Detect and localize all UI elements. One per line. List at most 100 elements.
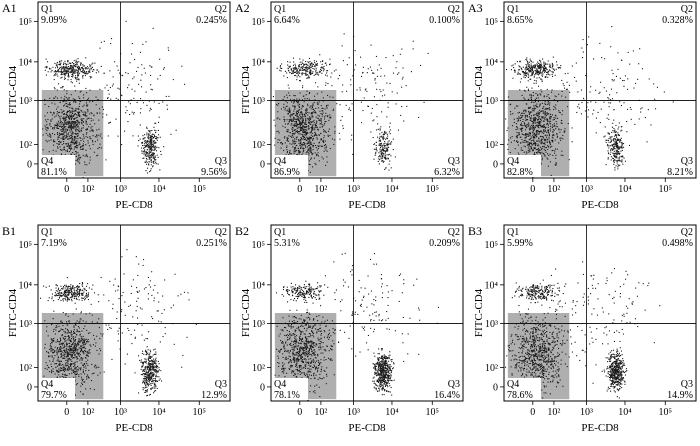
event-dot-scatter bbox=[655, 108, 657, 110]
event-dot-q4 bbox=[71, 348, 73, 350]
event-dot-q1 bbox=[519, 60, 521, 62]
event-dot-q4 bbox=[74, 121, 76, 123]
event-dot-q4 bbox=[73, 357, 75, 359]
event-dot-q4 bbox=[67, 359, 69, 361]
event-dot-q1 bbox=[539, 60, 541, 62]
event-dot-q4 bbox=[529, 148, 531, 150]
event-dot-scatter bbox=[167, 47, 169, 49]
event-dot-q4 bbox=[300, 147, 302, 149]
event-dot-q3 bbox=[382, 161, 384, 163]
event-dot-q4 bbox=[75, 137, 77, 139]
event-dot-q4 bbox=[72, 342, 74, 344]
event-dot-q4 bbox=[82, 393, 84, 395]
event-dot-q4 bbox=[76, 356, 78, 358]
event-dot-q4 bbox=[69, 332, 71, 334]
event-dot-q4 bbox=[61, 144, 63, 146]
event-dot-q3 bbox=[380, 152, 382, 154]
event-dot-q1 bbox=[513, 67, 515, 69]
event-dot-q4 bbox=[533, 110, 535, 112]
event-dot-q4 bbox=[77, 352, 79, 354]
event-dot-q1 bbox=[71, 71, 73, 73]
event-dot-q1 bbox=[61, 71, 63, 73]
event-dot-q4 bbox=[529, 119, 531, 121]
event-dot-q4 bbox=[63, 149, 65, 151]
event-dot-q4 bbox=[316, 120, 318, 122]
event-dot-q3 bbox=[385, 145, 387, 147]
event-dot-q4 bbox=[309, 118, 311, 120]
event-dot-q4 bbox=[298, 112, 300, 114]
event-dot-q4 bbox=[60, 320, 62, 322]
y-tick-label: 0 bbox=[260, 159, 265, 170]
event-dot-q4 bbox=[66, 128, 68, 130]
quadrant-percent-q2: 0.100% bbox=[429, 15, 460, 26]
event-dot-q4 bbox=[521, 139, 523, 141]
event-dot-q3 bbox=[611, 126, 613, 128]
event-dot-scatter bbox=[389, 82, 391, 84]
event-dot-q3 bbox=[149, 132, 151, 134]
event-dot-q4 bbox=[527, 88, 529, 90]
event-dot-q4 bbox=[66, 364, 68, 366]
event-dot-q4 bbox=[549, 97, 551, 99]
event-dot-q4 bbox=[56, 349, 58, 351]
event-dot-q4 bbox=[544, 113, 546, 115]
event-dot-q4 bbox=[281, 143, 283, 145]
event-dot-q4 bbox=[77, 157, 79, 159]
event-dot-q1 bbox=[44, 66, 46, 68]
event-dot-q4 bbox=[311, 127, 313, 129]
event-dot-scatter bbox=[350, 139, 352, 141]
event-dot-q4 bbox=[321, 91, 323, 93]
event-dot-q4 bbox=[296, 150, 298, 152]
event-dot-q4 bbox=[81, 297, 83, 299]
event-dot-q4 bbox=[93, 115, 95, 117]
event-dot-scatter bbox=[341, 45, 343, 47]
event-dot-q4 bbox=[559, 131, 561, 133]
event-dot-q4 bbox=[73, 344, 75, 346]
event-dot-q3 bbox=[628, 144, 630, 146]
event-dot-q4 bbox=[64, 123, 66, 125]
event-dot-q4 bbox=[288, 135, 290, 137]
event-dot-q4 bbox=[66, 123, 68, 125]
event-dot-scatter bbox=[607, 114, 609, 116]
event-dot-q3 bbox=[154, 141, 156, 143]
event-dot-q4 bbox=[80, 357, 82, 359]
event-dot-scatter bbox=[133, 112, 135, 114]
event-dot-q4 bbox=[83, 343, 85, 345]
event-dot-q4 bbox=[56, 123, 58, 125]
event-dot-q4 bbox=[90, 117, 92, 119]
event-dot-scatter bbox=[373, 119, 375, 121]
event-dot-q4 bbox=[532, 176, 534, 178]
event-dot-q3 bbox=[385, 158, 387, 160]
event-dot-q3 bbox=[610, 145, 612, 147]
event-dot-q4 bbox=[96, 155, 98, 157]
event-dot-q4 bbox=[76, 144, 78, 146]
event-dot-q4 bbox=[73, 362, 75, 364]
event-dot-q4 bbox=[49, 133, 51, 135]
event-dot-q4 bbox=[302, 144, 304, 146]
event-dot-scatter bbox=[99, 88, 101, 90]
event-dot-q4 bbox=[85, 122, 87, 124]
event-dot-scatter bbox=[360, 101, 362, 103]
event-dot-q3 bbox=[153, 140, 155, 142]
event-dot-q3 bbox=[147, 144, 149, 146]
event-dot-q4 bbox=[65, 362, 67, 364]
event-dot-q4 bbox=[84, 115, 86, 117]
event-dot-q3 bbox=[150, 139, 152, 141]
event-dot-q4 bbox=[80, 148, 82, 150]
event-dot-q4 bbox=[70, 111, 72, 113]
event-dot-scatter bbox=[611, 79, 613, 81]
event-dot-q4 bbox=[72, 363, 74, 365]
event-dot-q4 bbox=[533, 126, 535, 128]
event-dot-q4 bbox=[315, 164, 317, 166]
event-dot-scatter bbox=[402, 67, 404, 69]
event-dot-q1 bbox=[538, 66, 540, 68]
event-dot-q1 bbox=[62, 71, 64, 73]
event-dot-q4 bbox=[82, 154, 84, 156]
event-dot-q4 bbox=[300, 143, 302, 145]
event-dot-q4 bbox=[54, 350, 56, 352]
event-dot-q1 bbox=[545, 68, 547, 70]
event-dot-q4 bbox=[70, 147, 72, 149]
event-dot-q4 bbox=[530, 142, 532, 144]
event-dot-q1 bbox=[317, 74, 319, 76]
event-dot-q4 bbox=[554, 152, 556, 154]
event-dot-q1 bbox=[321, 66, 323, 68]
